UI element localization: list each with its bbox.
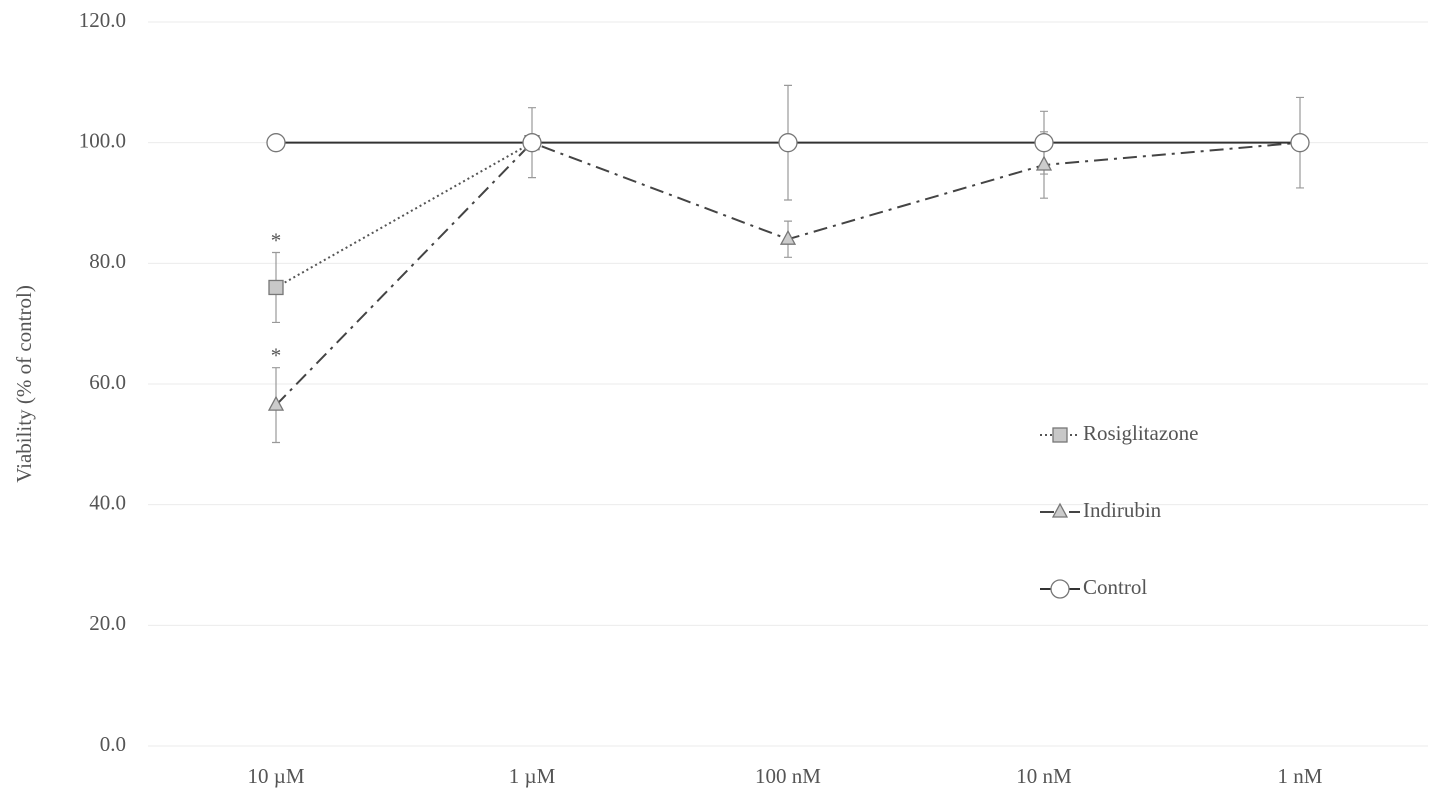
y-axis-label: Viability (% of control) (12, 285, 36, 483)
y-tick-label: 20.0 (89, 611, 126, 635)
x-tick-label: 1 nM (1278, 764, 1323, 788)
legend-label: Control (1083, 575, 1147, 599)
marker (1035, 155, 1053, 171)
y-tick-label: 40.0 (89, 490, 126, 514)
legend-marker (1052, 427, 1068, 443)
annotation: * (271, 344, 282, 368)
y-tick-label: 80.0 (89, 249, 126, 273)
legend-label: Rosiglitazone (1083, 421, 1198, 445)
x-tick-label: 1 µM (509, 764, 556, 788)
marker (522, 133, 542, 153)
legend-marker (1050, 579, 1070, 599)
x-tick-label: 10 µM (247, 764, 304, 788)
y-tick-label: 0.0 (100, 732, 126, 756)
y-tick-label: 60.0 (89, 370, 126, 394)
series-line (275, 141, 533, 289)
marker (267, 395, 285, 411)
marker (779, 229, 797, 245)
legend-label: Indirubin (1083, 498, 1162, 522)
x-tick-label: 100 nM (755, 764, 821, 788)
marker (1034, 133, 1054, 153)
annotation: * (271, 228, 282, 252)
x-tick-label: 10 nM (1016, 764, 1072, 788)
y-tick-label: 100.0 (79, 128, 126, 152)
marker (778, 133, 798, 153)
legend-marker (1051, 502, 1069, 518)
marker (268, 279, 284, 296)
marker (266, 133, 286, 153)
y-tick-label: 120.0 (79, 8, 126, 32)
marker (1290, 133, 1310, 153)
